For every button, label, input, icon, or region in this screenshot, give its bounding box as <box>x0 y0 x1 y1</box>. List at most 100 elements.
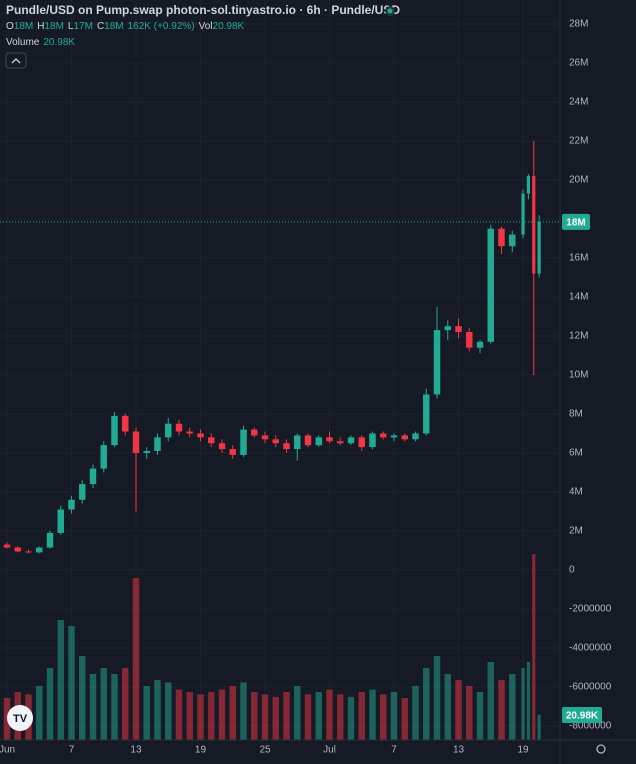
candle-body <box>229 449 236 455</box>
volume-bar <box>455 680 462 740</box>
y-tick-label: 2M <box>569 526 583 537</box>
y-tick-label: 8M <box>569 409 583 420</box>
candle-body <box>294 435 301 450</box>
volume-bar <box>132 578 140 740</box>
candle-body <box>537 221 541 274</box>
y-tick-label: 24M <box>569 97 588 108</box>
volume-bar <box>304 694 312 740</box>
x-tick-label: Jul <box>323 745 336 756</box>
volume-bar <box>186 692 193 740</box>
candle-body <box>304 435 312 446</box>
candle-body <box>3 544 11 548</box>
candle-body <box>521 193 525 235</box>
candle-body <box>532 176 536 274</box>
volume-bar <box>111 674 118 740</box>
x-tick-label: Jun <box>0 745 15 756</box>
ohlc-value: 18M <box>44 21 63 32</box>
settings-icon[interactable] <box>596 744 606 754</box>
candles <box>3 140 541 554</box>
volume-bar <box>498 680 505 740</box>
candle-body <box>122 415 129 432</box>
volume-bar <box>68 626 75 740</box>
candle-body <box>36 547 43 553</box>
candle-body <box>466 332 473 348</box>
x-tick-label: 13 <box>130 745 142 756</box>
y-tick-label: 6M <box>569 448 583 459</box>
volume-bar <box>537 714 541 740</box>
collapse-button[interactable] <box>5 52 27 69</box>
volume-bar <box>487 662 494 740</box>
volume-bar <box>251 692 258 740</box>
candle-body <box>401 435 408 440</box>
chart-title: Pundle/USD on Pump.swap photon-sol.tinya… <box>6 3 400 17</box>
candle-body <box>68 499 75 510</box>
volume-legend: Volume 20.98K <box>6 37 75 48</box>
tv-logo-bg[interactable] <box>7 705 33 731</box>
candle-body <box>509 234 516 247</box>
volume-bar <box>347 696 355 740</box>
y-tick-label: 12M <box>569 331 588 342</box>
volume-bar <box>79 656 86 740</box>
x-tick-label: 7 <box>391 745 397 756</box>
candle-body <box>272 439 279 444</box>
x-tick-label: 19 <box>195 745 207 756</box>
y-tick-label: -8000000 <box>569 721 612 732</box>
y-tick-label: 28M <box>569 19 588 30</box>
volume-bar <box>272 696 279 740</box>
ohlc-key: L <box>68 21 74 32</box>
volume-bar <box>509 674 516 740</box>
vol-key: Vol <box>199 21 213 32</box>
candle-body <box>240 429 247 455</box>
tv-logo: TV <box>13 713 28 725</box>
ohlc-key: H <box>37 21 44 32</box>
ohlc-legend: O18M H18M L17M C18M 162K (+0.92%) Vol20.98K <box>6 21 245 32</box>
volume-bar <box>369 689 376 740</box>
volume-bar <box>143 686 150 740</box>
volume-bar <box>532 554 536 740</box>
volume-bar <box>412 686 419 740</box>
volume-bar <box>401 698 408 740</box>
candle-body <box>89 468 97 485</box>
axes: 28M 26M 24M 22M 20M 18M 16M 14M 12M 10M 8M 6M 4M 2M 0 -… <box>0 19 612 756</box>
y-tick-label: -6000000 <box>569 682 612 693</box>
volume-bar <box>46 668 54 740</box>
volume-bar <box>526 662 531 740</box>
candle-body <box>433 330 441 395</box>
candle-body <box>79 484 86 500</box>
candle-body <box>526 176 531 194</box>
candle-body <box>100 445 107 469</box>
ohlc-value: 18M <box>14 21 33 32</box>
candle-body <box>251 429 258 436</box>
candle-body <box>143 451 150 453</box>
volume-bar <box>154 680 161 740</box>
y-tick-label: 26M <box>569 58 588 69</box>
volume-value: 20.98K <box>43 37 75 48</box>
volume-bar <box>218 689 226 740</box>
candle-body <box>208 437 215 444</box>
volume-bar <box>197 694 204 740</box>
candle-body <box>25 551 32 553</box>
volume-bar <box>294 686 301 740</box>
volume-bar <box>175 689 183 740</box>
x-tick-label: 19 <box>517 745 529 756</box>
volume-bar <box>36 686 43 740</box>
candle-body <box>487 228 494 342</box>
y-tick-label: 4M <box>569 487 583 498</box>
volume-bar <box>390 692 398 740</box>
candle-body <box>369 433 376 448</box>
ohlc-value: 17M <box>73 21 92 32</box>
candle-body <box>423 394 430 434</box>
volume-bar <box>476 692 484 740</box>
candle-body <box>57 509 64 533</box>
volume-bar <box>57 620 64 740</box>
volume-bar <box>165 682 172 740</box>
volume-bar <box>444 674 451 740</box>
ohlc-value: 18M <box>104 21 123 32</box>
candle-body <box>132 431 140 453</box>
candle-body <box>14 547 21 552</box>
change: 162K (+0.92%) <box>128 21 195 32</box>
volume-bar <box>122 668 129 740</box>
volume-bar <box>100 668 107 740</box>
candle-body <box>476 341 484 348</box>
